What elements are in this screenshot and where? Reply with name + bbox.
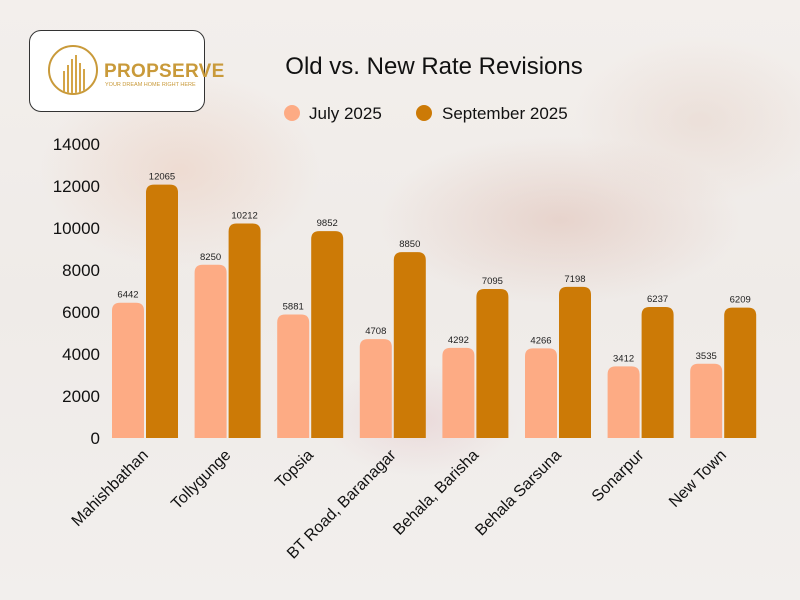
bar-july [194,264,227,438]
x-tick-label: Tollygunge [168,447,234,513]
legend: July 2025 September 2025 [284,104,568,123]
bar-july [607,366,640,438]
propserve-logo: PROPSERVE YOUR DREAM HOME RIGHT HERE [29,30,224,112]
bar-july [277,314,310,438]
data-label: 3535 [696,351,717,362]
data-label: 4292 [448,335,469,346]
data-label: 6442 [117,290,138,301]
bar-september [228,223,261,438]
bar-september [311,231,344,438]
y-tick-label: 12000 [53,177,100,196]
bar-july [442,347,475,438]
bar-july [525,348,557,438]
x-tick-label: New Town [666,447,730,511]
x-tick-label: Sonarpur [589,446,648,505]
bar-september [476,289,509,438]
data-label: 6237 [647,294,668,305]
x-tick-label: Topsia [272,447,317,492]
legend-label-september: September 2025 [442,104,568,123]
bar-september [641,307,674,438]
legend-marker-july [284,105,300,121]
data-label: 12065 [149,172,175,183]
bar-september [724,307,757,438]
data-label: 8250 [200,252,221,263]
bar-september [393,252,426,438]
x-tick-label: Mahishbathan [69,447,152,530]
data-label: 4708 [365,326,386,337]
data-label: 6209 [730,295,751,306]
data-label: 10212 [231,211,257,222]
x-tick-label: Behala, Barisha [390,447,482,539]
y-tick-label: 10000 [53,219,100,238]
y-tick-label: 14000 [53,135,100,154]
y-tick-label: 6000 [62,303,100,322]
data-label: 7095 [482,276,503,287]
brand-name: PROPSERVE [104,61,225,82]
y-tick-label: 4000 [62,345,100,364]
bar-july [112,302,144,438]
bar-september [559,286,591,438]
data-label: 7198 [564,274,585,285]
legend-label-july: July 2025 [309,104,382,123]
bar-july [690,363,723,438]
data-label: 5881 [283,301,304,312]
legend-marker-september [416,105,432,121]
x-tick-label: Behala Sarsuna [472,447,565,540]
data-label: 9852 [317,218,338,229]
y-tick-label: 0 [91,429,100,448]
building-icon [48,45,98,95]
chart-title: Old vs. New Rate Revisions [285,53,582,80]
data-label: 3412 [613,353,634,364]
data-label: 4266 [530,335,551,346]
data-label: 8850 [399,239,420,250]
bar-july [359,339,392,438]
brand-tagline: YOUR DREAM HOME RIGHT HERE [105,82,196,88]
y-tick-label: 2000 [62,387,100,406]
y-tick-label: 8000 [62,261,100,280]
bar-september [146,184,178,438]
